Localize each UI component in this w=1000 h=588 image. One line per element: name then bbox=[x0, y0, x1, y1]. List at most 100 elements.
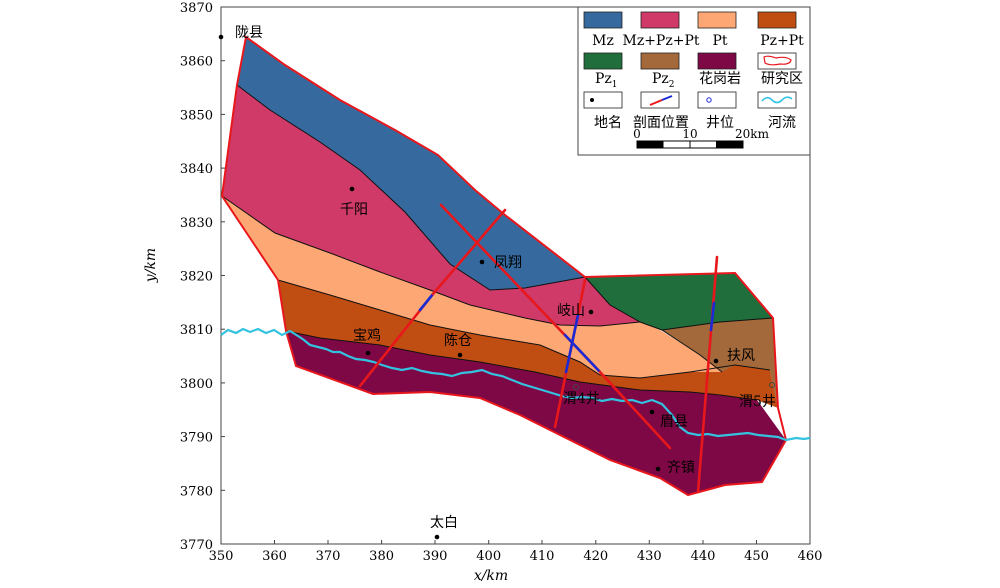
legend-swatch-granite bbox=[697, 52, 737, 70]
legend-box bbox=[577, 6, 811, 156]
y-axis: 3870 3860 3850 3840 3830 3820 3810 3800 … bbox=[143, 1, 225, 553]
profile-line-4 bbox=[696, 255, 719, 494]
place-label-qishan: 岐山 bbox=[557, 303, 585, 319]
legend-label-pz1: Pz1 bbox=[595, 71, 618, 90]
legend-label-river: 河流 bbox=[768, 115, 796, 131]
place-dot-meixian bbox=[649, 409, 655, 415]
profile-line-2b bbox=[598, 370, 672, 450]
legend-swatch-pz1 bbox=[583, 52, 623, 70]
place-dot-baoji bbox=[365, 350, 371, 356]
place-label-qizhen: 齐镇 bbox=[667, 460, 695, 476]
y-tick-marks bbox=[221, 6, 225, 545]
y-tick-label: 3830 bbox=[180, 216, 213, 231]
unit-mz bbox=[237, 37, 585, 290]
profile-line-4-blue bbox=[709, 301, 716, 332]
x-tick-label: 360 bbox=[262, 549, 287, 564]
place-dot-qizhen bbox=[655, 466, 661, 472]
legend-swatch-mz bbox=[583, 11, 623, 29]
scale-label-10: 10 bbox=[682, 127, 697, 141]
place-label-longxian: 陇县 bbox=[235, 25, 263, 41]
unit-pz2 bbox=[662, 318, 778, 408]
place-dot-fengxiang bbox=[479, 259, 485, 265]
y-tick-label: 3850 bbox=[180, 108, 213, 123]
place-label-fengxiang: 凤翔 bbox=[494, 255, 522, 271]
x-tick-label: 410 bbox=[530, 549, 555, 564]
legend-label-mz-pz-pt: Mz+Pz+Pt bbox=[622, 33, 699, 49]
legend-swatch-pz-pt bbox=[757, 11, 797, 29]
well-circle-icon bbox=[697, 91, 737, 109]
y-tick-label: 3860 bbox=[180, 55, 213, 70]
well-wei5 bbox=[769, 382, 775, 388]
y-tick-label: 3770 bbox=[180, 538, 213, 553]
legend-label-granite: 花岗岩 bbox=[699, 71, 741, 87]
x-tick-label: 430 bbox=[637, 549, 662, 564]
legend-label-pt: Pt bbox=[712, 33, 727, 49]
unit-granite bbox=[286, 331, 786, 495]
profile-line-1b bbox=[431, 208, 507, 296]
legend-label-pz-pt: Pz+Pt bbox=[760, 33, 804, 49]
scale-bar: 0 10 20km bbox=[633, 127, 770, 149]
y-tick-label: 3780 bbox=[180, 484, 213, 499]
place-label-wei5: 渭5井 bbox=[739, 394, 776, 410]
y-axis-title: y/km bbox=[143, 248, 159, 283]
study-area-boundary bbox=[220, 35, 788, 497]
x-axis: 350 360 370 380 390 400 410 420 430 440 … bbox=[209, 540, 823, 584]
place-labels: 陇县 千阳 凤翔 岐山 宝鸡 陈仓 扶风 渭4井 渭5井 眉县 齐镇 太白 bbox=[235, 25, 776, 531]
legend-label-well: 井位 bbox=[706, 115, 734, 131]
unit-pz-pt bbox=[278, 280, 778, 408]
x-tick-label: 350 bbox=[209, 549, 234, 564]
x-tick-label: 370 bbox=[316, 549, 341, 564]
place-label-chencang: 陈仓 bbox=[444, 332, 472, 349]
x-tick-label: 400 bbox=[476, 549, 501, 564]
x-tick-label: 460 bbox=[798, 549, 823, 564]
y-tick-label: 3870 bbox=[180, 1, 213, 16]
profile-line-1-blue bbox=[418, 292, 435, 312]
place-label-fufeng: 扶风 bbox=[727, 348, 755, 364]
place-dot-icon bbox=[583, 91, 623, 109]
legend: Mz Mz+Pz+Pt Pt Pz+Pt Pz1 Pz2 花岗岩 研究区 bbox=[577, 6, 811, 156]
place-label-meixian: 眉县 bbox=[660, 414, 688, 430]
profile-line-icon bbox=[640, 91, 680, 109]
study-area-outline-icon bbox=[757, 52, 797, 70]
place-dot-longxian bbox=[218, 34, 224, 40]
x-tick-marks bbox=[220, 540, 811, 544]
place-dots bbox=[218, 34, 719, 540]
legend-label-pz2: Pz2 bbox=[652, 71, 675, 90]
legend-label-study-area: 研究区 bbox=[761, 71, 803, 87]
legend-label-profile: 剖面位置 bbox=[633, 115, 689, 131]
place-dot-taibai bbox=[434, 534, 440, 540]
place-label-baoji: 宝鸡 bbox=[353, 327, 381, 344]
y-tick-label: 3810 bbox=[180, 323, 213, 338]
y-tick-label: 3790 bbox=[180, 431, 213, 446]
river-line bbox=[220, 327, 811, 442]
profile-line-2-blue bbox=[563, 333, 602, 374]
legend-label-mz: Mz bbox=[592, 33, 614, 49]
place-dot-chencang bbox=[457, 352, 463, 358]
legend-swatch-pt bbox=[697, 11, 737, 29]
place-label-taibai: 太白 bbox=[430, 515, 458, 531]
y-tick-label: 3820 bbox=[180, 270, 213, 285]
geologic-units bbox=[222, 37, 786, 495]
place-label-qianyang: 千阳 bbox=[340, 202, 368, 218]
x-tick-label: 390 bbox=[423, 549, 448, 564]
scale-label-20km: 20km bbox=[735, 127, 770, 141]
unit-pt bbox=[222, 196, 722, 378]
place-dot-qianyang bbox=[349, 186, 355, 192]
place-dot-fufeng bbox=[713, 358, 719, 364]
x-tick-label: 440 bbox=[691, 549, 716, 564]
y-tick-label: 3840 bbox=[180, 162, 213, 177]
legend-swatch-pz2 bbox=[640, 52, 680, 70]
x-tick-label: 420 bbox=[583, 549, 608, 564]
x-tick-label: 380 bbox=[369, 549, 394, 564]
unit-mz-pz-pt bbox=[222, 85, 640, 326]
x-tick-label: 450 bbox=[744, 549, 769, 564]
y-tick-label: 3800 bbox=[180, 377, 213, 392]
profile-lines bbox=[358, 203, 719, 494]
well-markers bbox=[573, 382, 775, 390]
scale-label-0: 0 bbox=[633, 127, 641, 141]
contact-lines bbox=[221, 84, 774, 401]
profile-line-3-blue bbox=[564, 313, 580, 374]
legend-label-place: 地名 bbox=[594, 115, 622, 131]
legend-swatch-mz-pz-pt bbox=[640, 11, 680, 29]
